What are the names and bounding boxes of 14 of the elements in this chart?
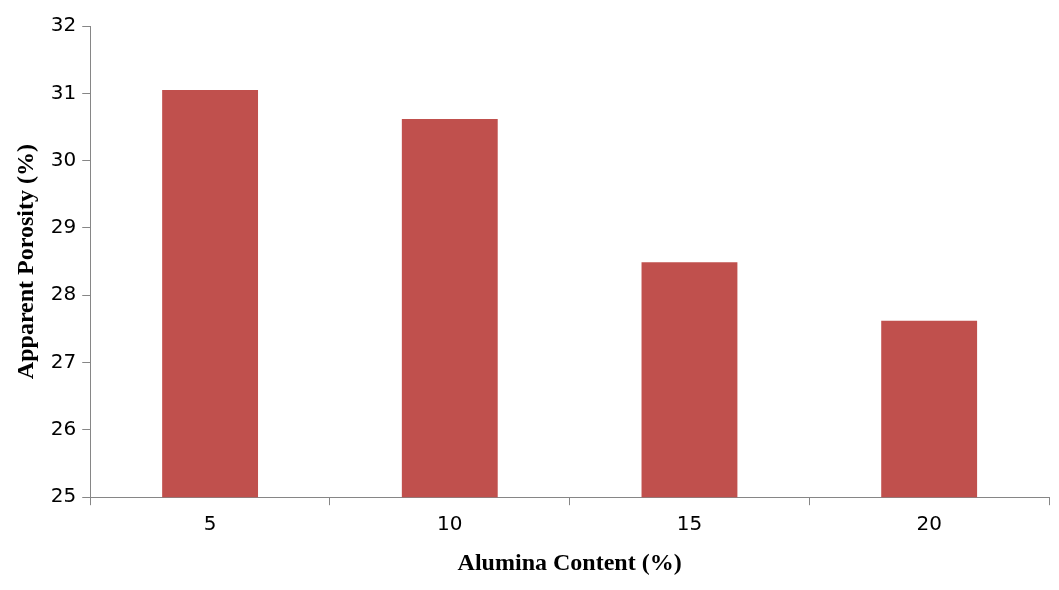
y-tick-label: 26: [50, 416, 77, 441]
x-tick-label: 15: [676, 511, 703, 536]
x-tick-label: 20: [916, 511, 942, 536]
y-tick-label: 32: [50, 12, 77, 37]
y-tick-label: 30: [50, 146, 77, 171]
x-tick-label: 10: [437, 511, 463, 536]
y-axis-title: Apparent Porosity (%): [11, 144, 38, 380]
y-tick-label: 25: [50, 483, 77, 508]
y-tick-label: 31: [50, 79, 77, 104]
y-tick-label: 29: [50, 214, 77, 239]
x-axis-title: Alumina Content (%): [457, 548, 682, 575]
y-tick-label: 28: [50, 281, 77, 306]
x-tick-label: 5: [203, 511, 217, 536]
y-tick-label: 27: [50, 348, 77, 373]
